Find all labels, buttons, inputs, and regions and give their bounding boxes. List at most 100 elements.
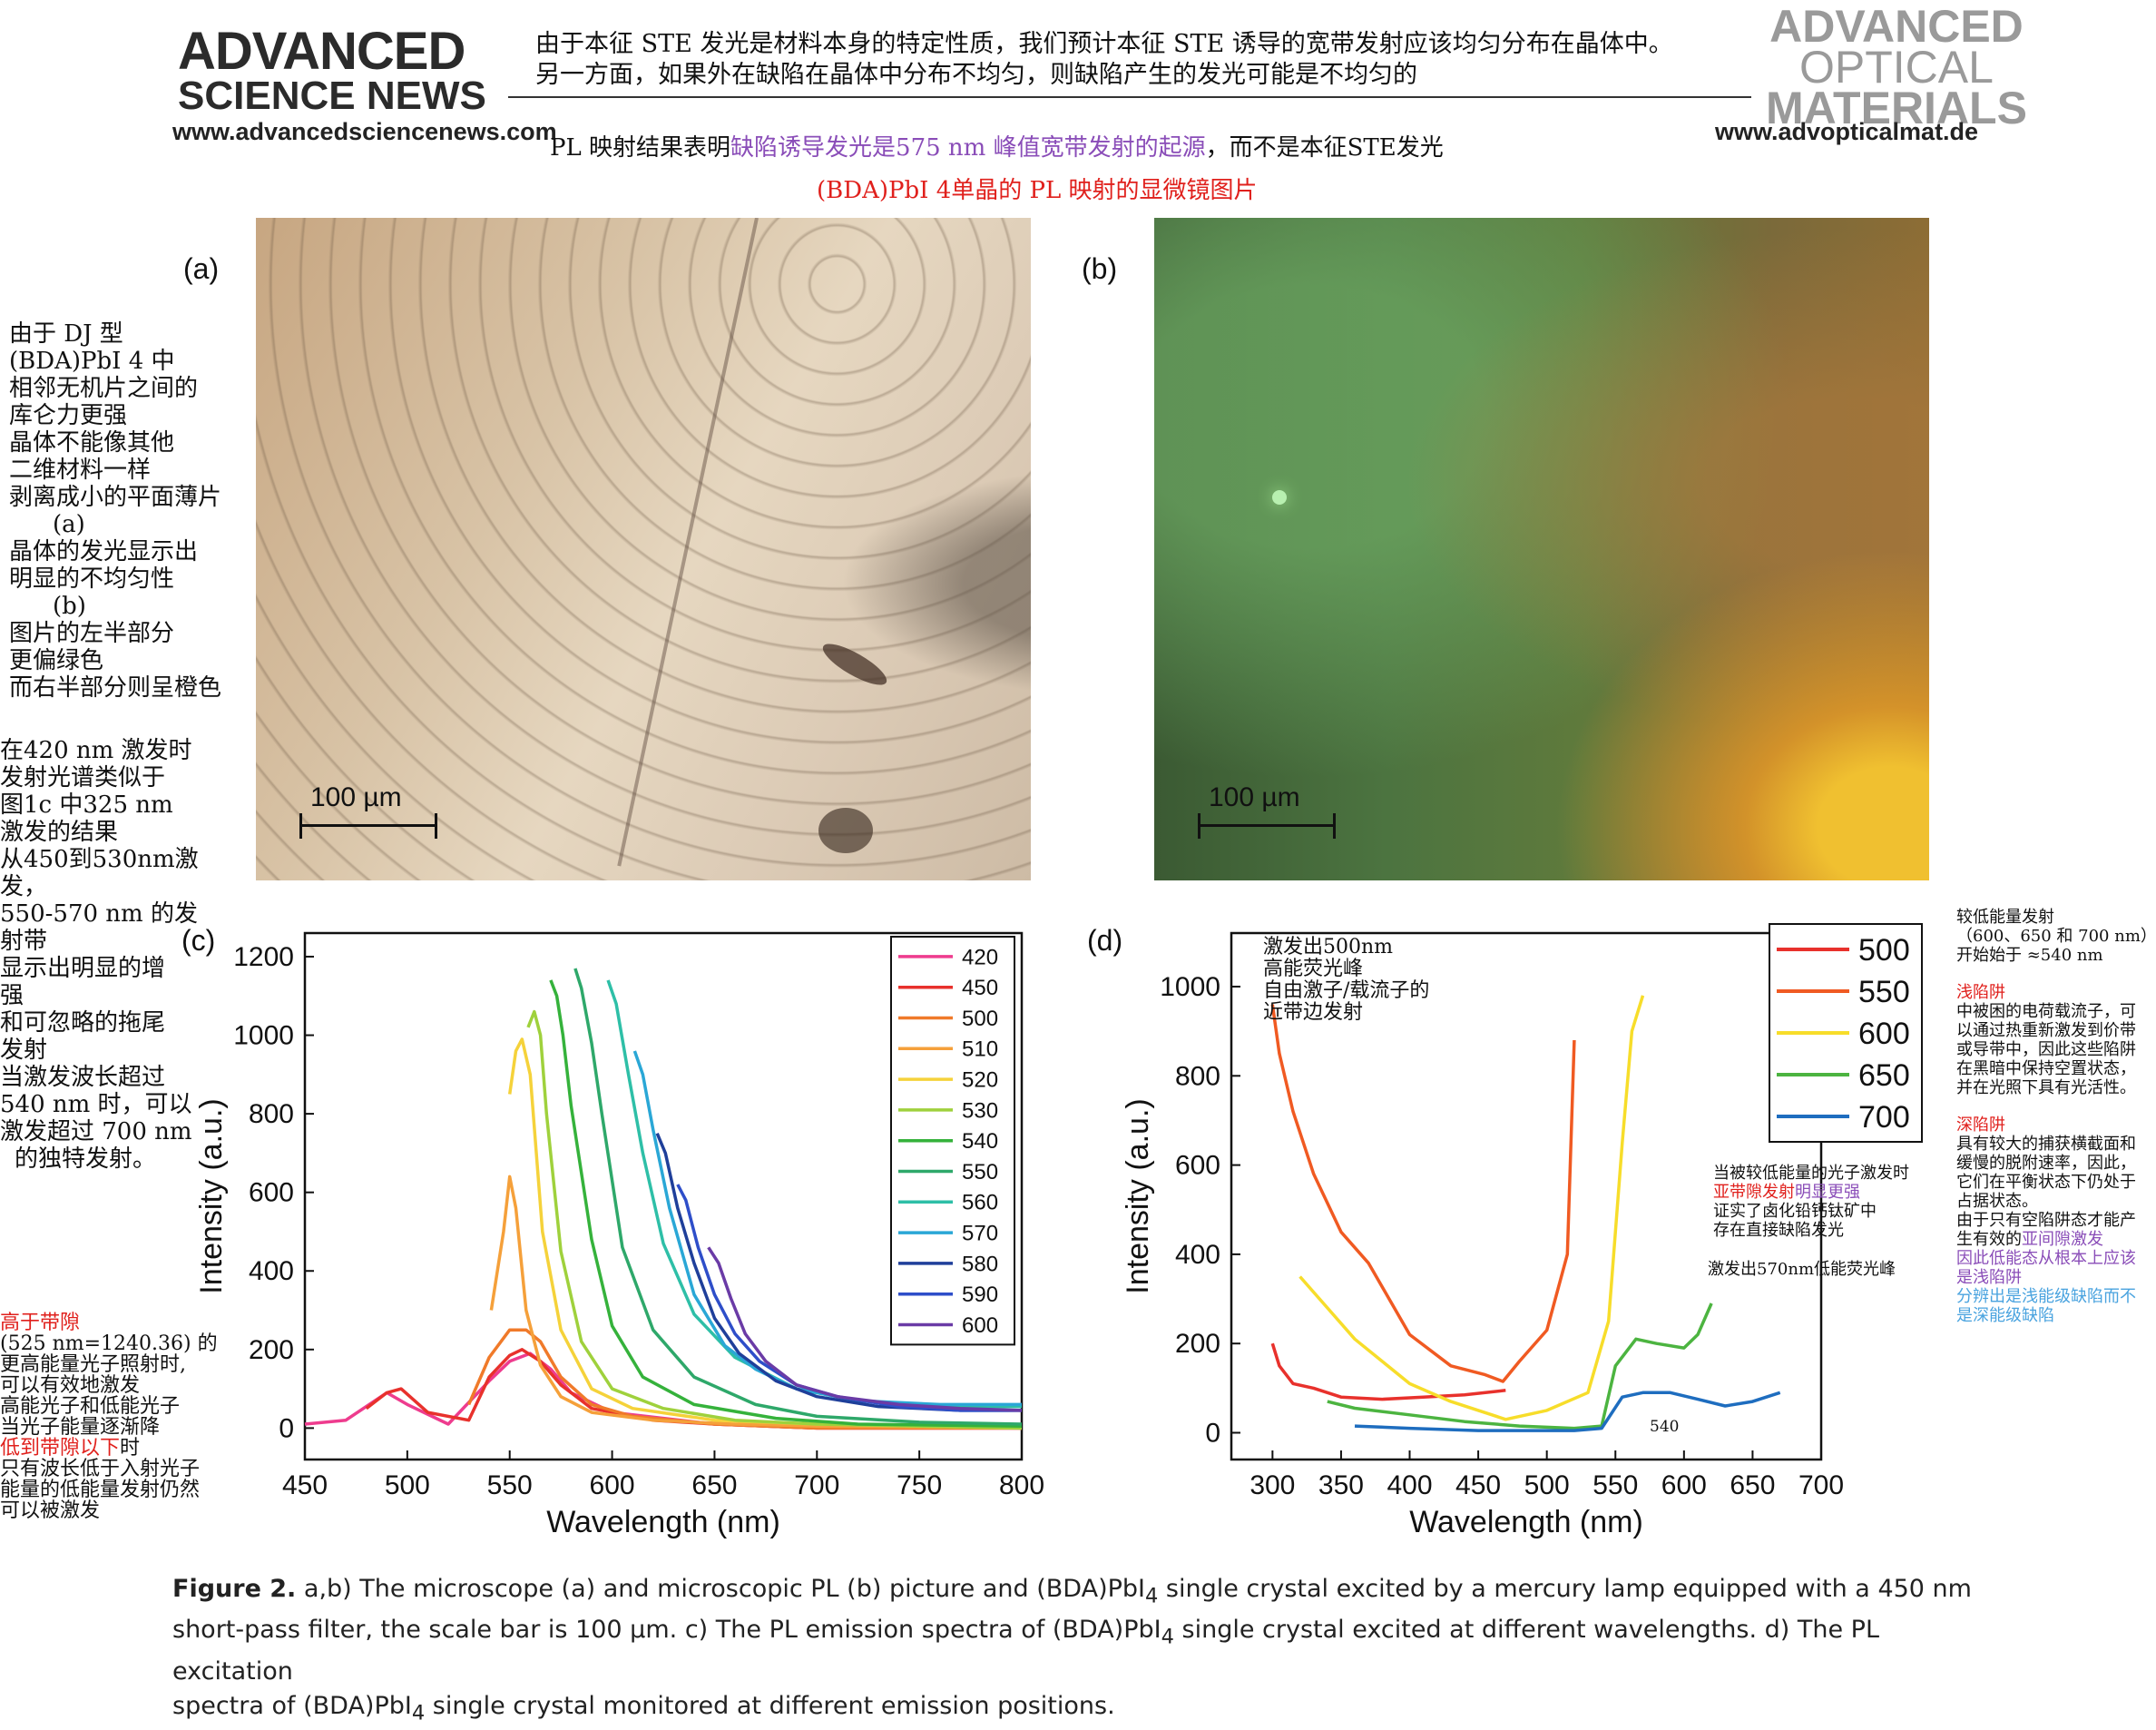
legend-label-540: 540 [962, 1129, 998, 1154]
x-tick-label: 700 [1798, 1470, 1844, 1500]
shallow-3: 或导带中，因此这些陷阱 [1956, 1040, 2136, 1059]
panel-c-label: (c) [181, 924, 216, 957]
series-line-550 [573, 968, 1023, 1426]
x-tick-label: 700 [794, 1470, 839, 1500]
left-note2-14: 540 nm 时，可以 [0, 1091, 192, 1118]
legend-label-650: 650 [1858, 1058, 1910, 1093]
result-note-b: 缺陷诱导发光是575 nm 峰值宽带发射的起源 [730, 134, 1206, 162]
left-note-block2: 在420 nm 激发时 发射光谱类似于 图1c 中325 nm 激发的结果 从4… [0, 737, 199, 1173]
right-logo-line2: OPTICAL [1799, 42, 1994, 93]
legend-label-560: 560 [962, 1191, 998, 1215]
deep-purple-2: 因此低能态从根本上应该 [1956, 1249, 2136, 1268]
series-line-700 [1354, 1391, 1781, 1432]
left-note2-5: 从450到530nm激 [0, 846, 199, 873]
left-note2-15: 激发超过 700 nm [0, 1118, 192, 1145]
legend-label-600: 600 [1858, 1017, 1910, 1051]
left-note-14: 而右半部分则呈橙色 [9, 674, 222, 702]
series-line-600 [707, 1246, 1023, 1412]
left-url[interactable]: www.advancedsciencenews.com [172, 118, 557, 145]
x-tick-label: 450 [282, 1470, 328, 1500]
x-tick-label: 800 [999, 1470, 1044, 1500]
caption-line3: spectra of (BDA)PbI [172, 1691, 412, 1720]
deep-1: 具有较大的捕获横截面和 [1956, 1135, 2136, 1154]
right-url[interactable]: www.advopticalmat.de [1715, 118, 1979, 145]
y-tick-label: 400 [249, 1256, 294, 1286]
series-line-510 [489, 1175, 1023, 1430]
legend-label-590: 590 [962, 1283, 998, 1307]
caption-line2-end: single crystal excited at different wave… [172, 1616, 1880, 1686]
caption-line1: a,b) The microscope (a) and microscopic … [296, 1575, 1145, 1603]
top-note-line1: 由于本征 STE 发光是材料本身的特定性质，我们预计本征 STE 诱导的宽带发射… [535, 30, 1673, 58]
dark-defect [818, 636, 892, 693]
left-note2-3: 图1c 中325 nm [0, 791, 173, 819]
scale-bar-a [299, 824, 437, 827]
y-axis-label: Intensity (a.u.) [194, 1098, 229, 1293]
x-tick-label: 450 [1455, 1470, 1501, 1500]
caption-line1-sub: 4 [1145, 1584, 1159, 1608]
dark-defect-2 [818, 808, 873, 853]
panel-d-label: (d) [1087, 924, 1123, 957]
left-note-11: (b) [53, 593, 86, 620]
x-tick-label: 600 [1661, 1470, 1707, 1500]
series-line-590 [676, 1184, 1022, 1412]
shallow-5: 并在光照下具有光活性。 [1956, 1078, 2136, 1097]
deep-blue-1: 分辨出是浅能级缺陷而不 [1956, 1287, 2136, 1306]
x-tick-label: 600 [590, 1470, 635, 1500]
left-note-5: 晶体不能像其他 [9, 429, 175, 457]
result-note: PL 映射结果表明缺陷诱导发光是575 nm 峰值宽带发射的起源，而不是本征ST… [550, 134, 1444, 162]
scale-bar-a-label: 100 µm [310, 782, 402, 812]
left-note2-7: 550-570 nm 的发 [0, 900, 198, 928]
panel-a-label: (a) [183, 252, 220, 285]
y-tick-label: 1000 [233, 1021, 294, 1051]
chart-d-note2-2: 证实了卤化铅钙钛矿中 [1713, 1202, 1877, 1221]
chart-d-note1-2: 高能荧光峰 [1263, 958, 1364, 980]
y-tick-label: 800 [1175, 1061, 1220, 1091]
left-note3-tail: 时 [120, 1437, 141, 1460]
x-tick-label: 550 [487, 1470, 533, 1500]
scale-bar-b-label: 100 µm [1209, 782, 1300, 812]
x-axis-label: Wavelength (nm) [546, 1505, 780, 1539]
left-note3b-3: 可以被激发 [0, 1499, 101, 1522]
left-note3-red: 高于带隙 [0, 1312, 81, 1334]
deep-5: 由于只有空陷阱态才能产 [1956, 1211, 2136, 1230]
legend-label-510: 510 [962, 1037, 998, 1062]
x-tick-label: 500 [1524, 1470, 1570, 1500]
x-tick-label: 300 [1250, 1470, 1295, 1500]
caption-line3-end: single crystal monitored at different em… [425, 1691, 1115, 1720]
series-line-420 [304, 1352, 1022, 1430]
left-note-7: 剥离成小的平面薄片 [9, 484, 222, 511]
deep-4: 占据状态。 [1956, 1192, 2038, 1211]
left-note3-red2: 低到带隙以下 [0, 1437, 121, 1460]
series-line-540 [549, 979, 1023, 1428]
scale-bar-a-tick-left [299, 813, 302, 839]
microscope-image-a: 100 µm [256, 218, 1031, 880]
left-note2-16: 的独特发射。 [15, 1145, 157, 1173]
chart-d-note2: 当被较低能量的光子激发时 亚带隙发射明显更强 证实了卤化铅钙钛矿中 存在直接缺陷… [1713, 1164, 1909, 1240]
y-tick-label: 600 [249, 1178, 294, 1208]
legend-label-600: 600 [962, 1313, 998, 1338]
caption-line1-end: single crystal excited by a mercury lamp… [1158, 1575, 1972, 1603]
left-note-13: 更偏绿色 [9, 647, 104, 674]
caption-line3-sub: 4 [411, 1701, 426, 1725]
deep-blue-2: 是深能级缺陷 [1956, 1306, 2054, 1325]
caption-fig: Figure 2. [172, 1575, 297, 1603]
scale-bar-b-tick-right [1333, 813, 1336, 839]
left-note2-2: 发射光谱类似于 [0, 764, 166, 791]
left-note-block1: 由于 DJ 型 (BDA)PbI 4 中 相邻无机片之间的 库仑力更强 晶体不能… [9, 320, 221, 702]
deep-3: 它们在平衡状态下仍处于 [1956, 1173, 2136, 1192]
legend-label-530: 530 [962, 1098, 998, 1123]
caption-line2-sub: 4 [1161, 1625, 1174, 1649]
legend-label-550: 550 [1858, 975, 1910, 1009]
panel-b-label: (b) [1082, 252, 1118, 285]
left-note2-4: 激发的结果 [0, 819, 119, 846]
series-line-530 [526, 1009, 1023, 1430]
legend-label-450: 450 [962, 976, 998, 1000]
header-rule [508, 96, 1751, 98]
crystal-crack [617, 218, 759, 867]
chart-d-note1-3: 自由激子/载流子的 [1263, 979, 1430, 1002]
scale-bar-b-tick-left [1198, 813, 1200, 839]
advanced-optical-materials-logo: ADVANCED OPTICAL MATERIALS [1766, 4, 2027, 131]
y-axis-label: Intensity (a.u.) [1121, 1098, 1155, 1293]
chart-d-note3: 激发出570nm低能荧光峰 [1708, 1260, 1896, 1279]
chart-d-note2-3: 存在直接缺陷发光 [1713, 1221, 1844, 1240]
